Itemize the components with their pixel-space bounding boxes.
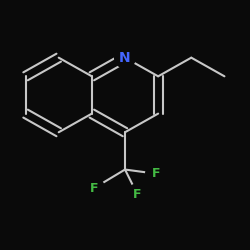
Text: F: F <box>90 182 98 195</box>
Circle shape <box>127 184 148 205</box>
Text: N: N <box>119 51 131 65</box>
Text: F: F <box>152 167 160 180</box>
Circle shape <box>115 47 135 68</box>
Circle shape <box>84 178 104 199</box>
Text: F: F <box>133 188 142 201</box>
Circle shape <box>146 163 167 184</box>
